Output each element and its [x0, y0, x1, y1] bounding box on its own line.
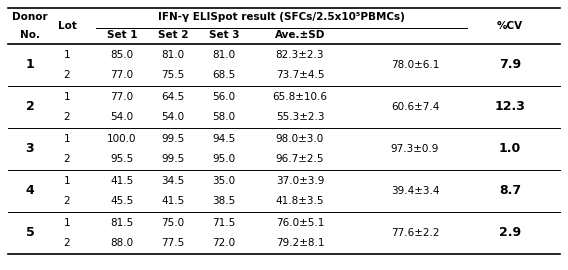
Text: 81.0: 81.0	[161, 49, 185, 59]
Text: 2: 2	[26, 100, 35, 113]
Text: 100.0: 100.0	[107, 133, 137, 143]
Text: 2: 2	[64, 154, 70, 164]
Text: 77.5: 77.5	[161, 238, 185, 248]
Text: 54.0: 54.0	[161, 113, 185, 123]
Text: 97.3±0.9: 97.3±0.9	[391, 144, 439, 154]
Text: %CV: %CV	[497, 21, 523, 31]
Text: 3: 3	[26, 143, 34, 156]
Text: 65.8±10.6: 65.8±10.6	[273, 92, 328, 102]
Text: 77.6±2.2: 77.6±2.2	[391, 228, 439, 238]
Text: 73.7±4.5: 73.7±4.5	[275, 70, 324, 80]
Text: 41.5: 41.5	[110, 176, 133, 185]
Text: 41.8±3.5: 41.8±3.5	[275, 197, 324, 207]
Text: 81.5: 81.5	[110, 218, 133, 228]
Text: Set 1: Set 1	[107, 31, 137, 40]
Text: 2.9: 2.9	[499, 227, 521, 239]
Text: 2: 2	[64, 70, 70, 80]
Text: 2: 2	[64, 113, 70, 123]
Text: 68.5: 68.5	[212, 70, 236, 80]
Text: 71.5: 71.5	[212, 218, 236, 228]
Text: 58.0: 58.0	[212, 113, 236, 123]
Text: 37.0±3.9: 37.0±3.9	[276, 176, 324, 185]
Text: 98.0±3.0: 98.0±3.0	[276, 133, 324, 143]
Text: 41.5: 41.5	[161, 197, 185, 207]
Text: 1: 1	[64, 92, 70, 102]
Text: 39.4±3.4: 39.4±3.4	[391, 186, 439, 196]
Text: 72.0: 72.0	[212, 238, 236, 248]
Text: 45.5: 45.5	[110, 197, 133, 207]
Text: 77.0: 77.0	[110, 92, 133, 102]
Text: 1: 1	[64, 133, 70, 143]
Text: IFN-γ ELISpot result (SFCs/2.5x10⁵PBMCs): IFN-γ ELISpot result (SFCs/2.5x10⁵PBMCs)	[158, 12, 405, 22]
Text: 95.5: 95.5	[110, 154, 133, 164]
Text: 7.9: 7.9	[499, 59, 521, 72]
Text: 77.0: 77.0	[110, 70, 133, 80]
Text: 75.5: 75.5	[161, 70, 185, 80]
Text: 99.5: 99.5	[161, 154, 185, 164]
Text: 82.3±2.3: 82.3±2.3	[275, 49, 324, 59]
Text: 35.0: 35.0	[212, 176, 236, 185]
Text: 34.5: 34.5	[161, 176, 185, 185]
Text: 12.3: 12.3	[495, 100, 525, 113]
Text: 55.3±2.3: 55.3±2.3	[275, 113, 324, 123]
Text: 88.0: 88.0	[110, 238, 133, 248]
Text: 96.7±2.5: 96.7±2.5	[275, 154, 324, 164]
Text: No.: No.	[20, 31, 40, 40]
Text: 38.5: 38.5	[212, 197, 236, 207]
Text: 1.0: 1.0	[499, 143, 521, 156]
Text: 95.0: 95.0	[212, 154, 236, 164]
Text: 64.5: 64.5	[161, 92, 185, 102]
Text: 94.5: 94.5	[212, 133, 236, 143]
Text: 4: 4	[26, 184, 35, 197]
Text: 76.0±5.1: 76.0±5.1	[276, 218, 324, 228]
Text: 1: 1	[64, 218, 70, 228]
Text: 5: 5	[26, 227, 35, 239]
Text: 2: 2	[64, 197, 70, 207]
Text: 99.5: 99.5	[161, 133, 185, 143]
Text: Ave.±SD: Ave.±SD	[275, 31, 325, 40]
Text: 1: 1	[26, 59, 35, 72]
Text: 60.6±7.4: 60.6±7.4	[391, 102, 439, 112]
Text: 54.0: 54.0	[110, 113, 133, 123]
Text: 75.0: 75.0	[161, 218, 185, 228]
Text: 56.0: 56.0	[212, 92, 236, 102]
Text: 79.2±8.1: 79.2±8.1	[275, 238, 324, 248]
Text: 8.7: 8.7	[499, 184, 521, 197]
Text: Lot: Lot	[57, 21, 77, 31]
Text: Donor: Donor	[12, 12, 48, 22]
Text: 2: 2	[64, 238, 70, 248]
Text: Set 3: Set 3	[209, 31, 239, 40]
Text: 81.0: 81.0	[212, 49, 236, 59]
Text: 1: 1	[64, 176, 70, 185]
Text: 85.0: 85.0	[110, 49, 133, 59]
Text: 78.0±6.1: 78.0±6.1	[391, 60, 439, 70]
Text: Set 2: Set 2	[158, 31, 188, 40]
Text: 1: 1	[64, 49, 70, 59]
